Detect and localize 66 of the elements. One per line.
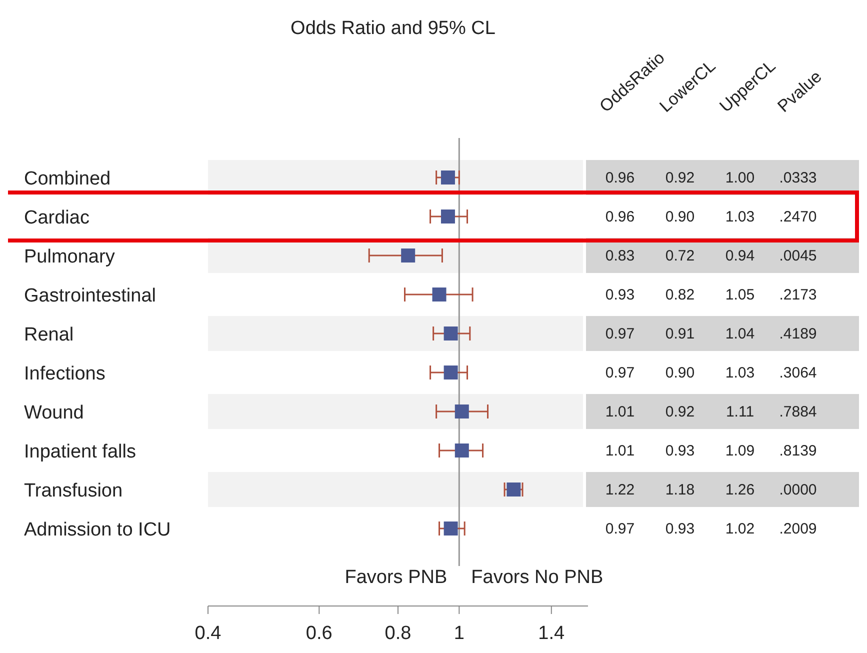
point (454, 404, 469, 418)
text: 1.02 (725, 520, 755, 538)
point (444, 522, 458, 536)
text: 1.09 (725, 442, 755, 460)
data-label: 0.83 (605, 248, 635, 264)
text: 0.92 (665, 170, 695, 186)
text: 0.93 (665, 442, 695, 460)
x-tick-label: 1 (454, 623, 464, 644)
text: .0333 (779, 170, 817, 186)
data-label: 1.01 (605, 442, 635, 460)
text: 0.92 (665, 404, 695, 420)
point (432, 288, 446, 302)
text: .7884 (779, 404, 817, 420)
text: 1.11 (726, 404, 754, 420)
text: 1.00 (725, 170, 755, 186)
text: .4189 (779, 326, 817, 342)
data-label: 0.97 (605, 520, 635, 538)
text: 0.72 (665, 248, 695, 264)
data-label: 0.97 (605, 326, 635, 342)
text: Favors No PNB (471, 567, 604, 588)
x-tick-label: 0.4 (194, 623, 222, 644)
text: 0.82 (665, 286, 695, 304)
text: 1.05 (725, 286, 755, 304)
y-tick-label: Combined (24, 168, 111, 190)
x-tick-label: 0.8 (384, 623, 412, 644)
point (454, 444, 469, 458)
data-label: 0.93 (605, 286, 635, 304)
point (444, 326, 458, 340)
text: .0000 (779, 482, 817, 498)
text: 0.93 (665, 520, 695, 538)
text: 1.03 (725, 208, 755, 226)
text: 1.03 (725, 364, 755, 382)
text: .3064 (779, 364, 817, 382)
data-label: 1.01 (605, 404, 635, 420)
text: .2009 (779, 520, 817, 538)
text: 1.18 (665, 482, 695, 498)
text: 0.94 (725, 248, 755, 264)
y-tick-label: Pulmonary (24, 246, 116, 268)
y-tick-label: Infections (24, 364, 106, 384)
y-tick-label: Renal (24, 324, 74, 346)
y-tick-label: Cardiac (24, 208, 90, 228)
point (440, 170, 455, 184)
x-tick-label: 0.6 (306, 623, 332, 644)
x-tick-label: 1.4 (538, 623, 566, 644)
data-label: 1.22 (605, 482, 635, 498)
point (440, 210, 455, 224)
y-tick-label: Transfusion (24, 480, 123, 502)
chart-title: Odds Ratio and 95% CL (290, 18, 496, 39)
y-tick-label: Inpatient falls (24, 442, 136, 462)
text: 1.26 (725, 482, 755, 498)
text: 0.90 (665, 364, 695, 382)
text: Favors PNB (344, 567, 448, 588)
text: .2470 (779, 208, 817, 226)
y-tick-label: Admission to ICU (24, 520, 171, 540)
text: 1.04 (725, 326, 755, 342)
data-label: 0.97 (605, 364, 635, 382)
point (444, 366, 458, 380)
text: .0045 (779, 248, 817, 264)
text: 0.90 (665, 208, 695, 226)
text: .2173 (779, 286, 817, 304)
data-label: 0.96 (605, 170, 635, 186)
text: 0.91 (665, 326, 695, 342)
y-tick-label: Wound (24, 402, 84, 424)
text: .8139 (779, 442, 817, 460)
data-label: 0.96 (605, 208, 635, 226)
y-tick-label: Gastrointestinal (24, 286, 156, 306)
